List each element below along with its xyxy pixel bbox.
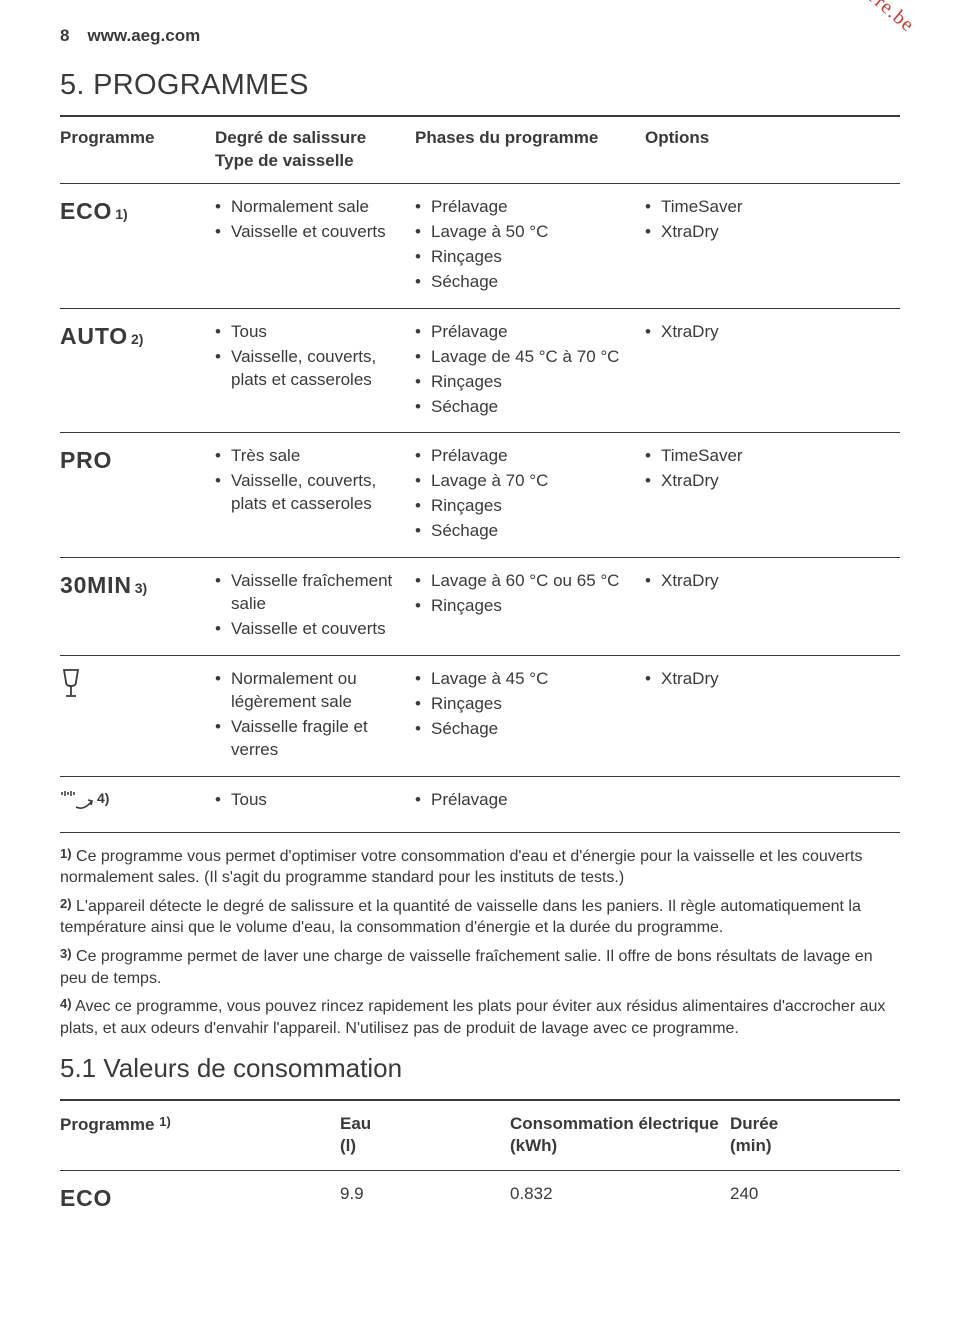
list-item: Tous: [215, 789, 409, 812]
list-item: Lavage à 50 °C: [415, 221, 639, 244]
list-item: XtraDry: [645, 321, 894, 344]
list-item: Rinçages: [415, 495, 639, 518]
th2-program: Programme 1): [60, 1100, 340, 1171]
th2-energy: Consommation électrique(kWh): [510, 1100, 730, 1171]
list-item: Vaisselle et couverts: [215, 618, 409, 641]
site-url: www.aeg.com: [87, 25, 200, 48]
page-header: 8 www.aeg.com: [60, 25, 900, 48]
th2-water: Eau(l): [340, 1100, 510, 1171]
list-item: XtraDry: [645, 221, 894, 244]
footnote: 4) Avec ce programme, vous pouvez rincez…: [60, 995, 900, 1039]
th-options: Options: [645, 116, 900, 183]
programs-table: Programme Degré de salissureType de vais…: [60, 115, 900, 833]
subsection-title: 5.1 Valeurs de consommation: [60, 1051, 900, 1086]
list-item: Vaisselle et couverts: [215, 221, 409, 244]
list-item: Lavage de 45 °C à 70 °C: [415, 346, 639, 369]
rinse-icon: [60, 788, 94, 819]
program-name: ECO: [60, 196, 112, 227]
list-item: Prélavage: [415, 321, 639, 344]
list-item: Lavage à 45 °C: [415, 668, 639, 691]
list-item: Rinçages: [415, 371, 639, 394]
list-item: TimeSaver: [645, 196, 894, 219]
table-row: 30MIN3)Vaisselle fraîchement salieVaisse…: [60, 558, 900, 656]
footnote: 2) L'appareil détecte le degré de saliss…: [60, 895, 900, 939]
list-item: Normalement sale: [215, 196, 409, 219]
footnote: 1) Ce programme vous permet d'optimiser …: [60, 845, 900, 889]
list-item: Tous: [215, 321, 409, 344]
th-phases: Phases du programme: [415, 116, 645, 183]
list-item: Lavage à 60 °C ou 65 °C: [415, 570, 639, 593]
list-item: Lavage à 70 °C: [415, 470, 639, 493]
list-item: Vaisselle, couverts, plats et casseroles: [215, 346, 409, 392]
list-item: XtraDry: [645, 668, 894, 691]
list-item: Séchage: [415, 271, 639, 294]
page-number: 8: [60, 25, 69, 48]
table-row: ECO1)Normalement saleVaisselle et couver…: [60, 183, 900, 308]
footnotes: 1) Ce programme vous permet d'optimiser …: [60, 845, 900, 1040]
th-soil: Degré de salissureType de vaisselle: [215, 116, 415, 183]
list-item: Vaisselle, couverts, plats et casseroles: [215, 470, 409, 516]
list-item: XtraDry: [645, 470, 894, 493]
list-item: Prélavage: [415, 789, 639, 812]
program-name: AUTO: [60, 321, 128, 352]
list-item: Vaisselle fraîchement salie: [215, 570, 409, 616]
table-row: Normalement ou légèrement saleVaisselle …: [60, 656, 900, 777]
program-name: ECO: [60, 1183, 112, 1214]
list-item: Prélavage: [415, 196, 639, 219]
table-row: 4)TousPrélavage: [60, 776, 900, 832]
list-item: Séchage: [415, 520, 639, 543]
cell-water: 9.9: [340, 1171, 510, 1229]
th-program: Programme: [60, 116, 215, 183]
list-item: TimeSaver: [645, 445, 894, 468]
list-item: Vaisselle fragile et verres: [215, 716, 409, 762]
footnote: 3) Ce programme permet de laver une char…: [60, 945, 900, 989]
table-row: AUTO2)TousVaisselle, couverts, plats et …: [60, 308, 900, 433]
list-item: Rinçages: [415, 595, 639, 618]
list-item: Séchage: [415, 718, 639, 741]
list-item: XtraDry: [645, 570, 894, 593]
section-title: 5. PROGRAMMES: [60, 66, 900, 105]
program-name: PRO: [60, 445, 112, 476]
list-item: Rinçages: [415, 246, 639, 269]
program-name: 30MIN: [60, 570, 132, 601]
cell-duration: 240: [730, 1171, 900, 1229]
list-item: Séchage: [415, 396, 639, 419]
list-item: Prélavage: [415, 445, 639, 468]
list-item: Très sale: [215, 445, 409, 468]
table-row: PRO Très saleVaisselle, couverts, plats e…: [60, 433, 900, 558]
table-row: ECO 9.9 0.832 240: [60, 1171, 900, 1229]
list-item: Normalement ou légèrement sale: [215, 668, 409, 714]
cell-energy: 0.832: [510, 1171, 730, 1229]
glass-icon: [60, 673, 82, 704]
th2-duration: Durée(min): [730, 1100, 900, 1171]
list-item: Rinçages: [415, 693, 639, 716]
consumption-table: Programme 1) Eau(l) Consommation électri…: [60, 1099, 900, 1229]
